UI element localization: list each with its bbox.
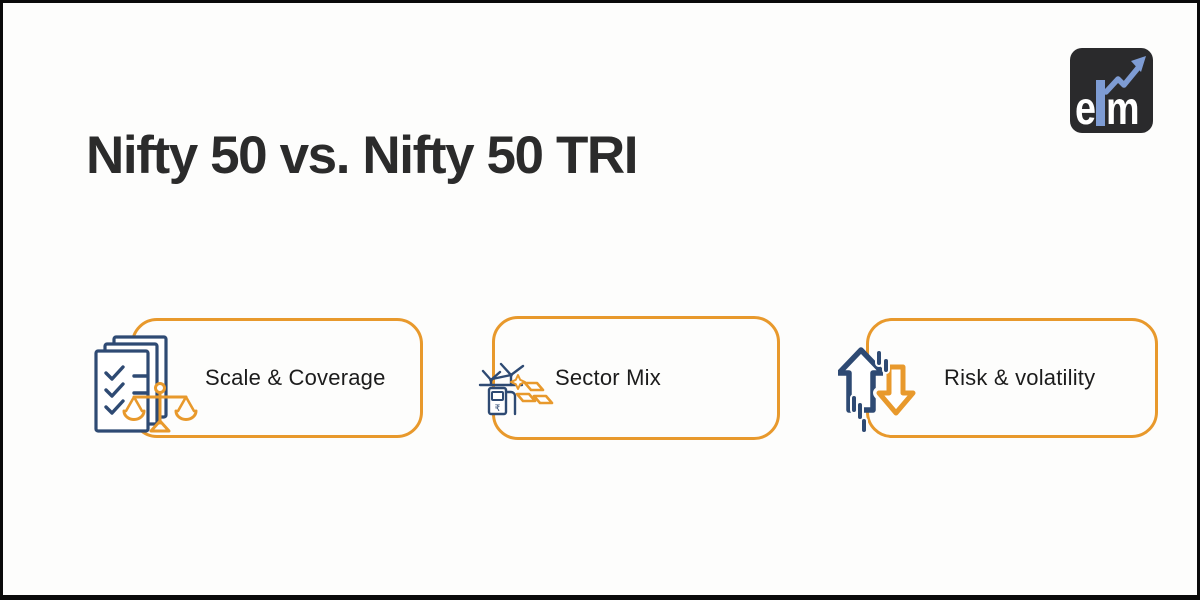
card-label: Sector Mix [555,365,661,390]
card-sector-mix: ₹ Sector Mix [478,316,780,440]
wind-turbine-fuel-pump-gold-bars-icon: ₹ [478,362,554,416]
logo-letter-m: m [1106,82,1140,133]
rupee-symbol: ₹ [495,403,501,413]
checklist-balance-scale-icon [94,335,198,433]
card-label: Scale & Coverage [205,365,386,390]
card-risk-volatility: Risk & volatility [838,318,1158,438]
page-title: Nifty 50 vs. Nifty 50 TRI [86,126,639,185]
logo-trend-arrow-icon [1103,56,1146,95]
card-label: Risk & volatility [944,365,1096,390]
card-scale-coverage: Scale & Coverage [94,318,423,438]
logo-letter-l-bar [1096,80,1105,126]
logo-letter-e: e [1075,82,1096,133]
elm-logo: e m [1070,48,1153,133]
up-down-arrows-icon [838,347,916,434]
